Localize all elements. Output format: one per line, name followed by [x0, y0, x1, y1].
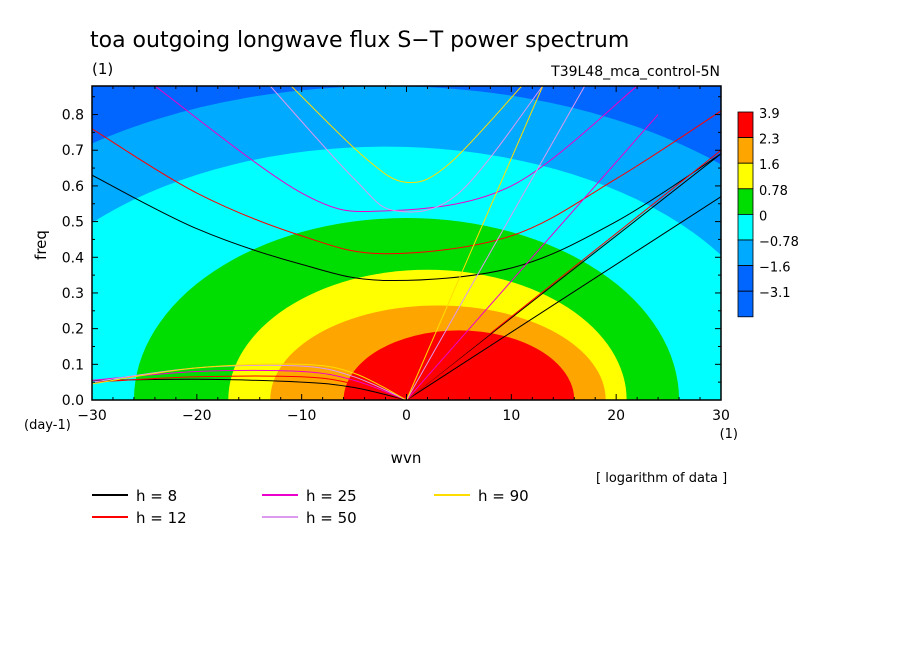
dispersion-curve-h25-rossby [92, 369, 407, 400]
dispersion-curve-h8-ig [92, 153, 721, 282]
legend-label: h = 50 [306, 509, 357, 527]
y-tick-label: 0.7 [62, 143, 84, 159]
y-tick-label: 0.4 [62, 250, 84, 266]
x-tick-label: 10 [502, 408, 520, 424]
y-tick-label: 0.1 [62, 357, 84, 373]
y-axis-unit: (day-1) [24, 418, 71, 433]
colorbar-swatch [737, 188, 754, 215]
dispersion-curve-h25-kelvin [406, 114, 659, 400]
dispersion-curve-h12-ig [92, 110, 721, 255]
y-tick-label: 0.3 [62, 286, 84, 302]
dispersion-curve-h50-kelvin [406, 86, 586, 400]
plot-area [92, 86, 721, 400]
colorbar-label: 3.9 [759, 107, 780, 122]
colorbar-swatch [737, 239, 754, 267]
x-axis-unit: (1) [720, 427, 738, 442]
colorbar-label: −3.1 [759, 286, 791, 301]
x-tick-label: 30 [712, 408, 730, 424]
colorbar-swatch [737, 265, 754, 292]
chart-subtitle-left: (1) [92, 60, 113, 78]
dispersion-curve-h8-kelvin [406, 196, 721, 400]
y-axis-label: freq [32, 230, 50, 260]
y-tick-label: 0.2 [62, 322, 84, 338]
y-tick-label: 0.8 [62, 108, 84, 124]
x-tick-label: 0 [402, 408, 411, 424]
y-tick-label: 0.6 [62, 179, 84, 195]
chart-title: toa outgoing longwave flux S−T power spe… [90, 28, 629, 53]
colorbar-swatch [737, 162, 754, 190]
run-label: T39L48_mca_control-5N [550, 64, 720, 80]
dispersion-curve-h8-rossby [92, 378, 407, 400]
dispersion-curve-h25-ig [154, 86, 638, 212]
dispersion-curve-h90-ig [290, 86, 523, 184]
x-tick-label: 20 [607, 408, 625, 424]
x-tick-label: −30 [77, 408, 107, 424]
colorbar-swatch [737, 111, 754, 139]
legend-label: h = 12 [136, 509, 187, 527]
y-tick-label: 0.5 [62, 215, 84, 231]
colorbar-swatch [737, 213, 754, 241]
dispersion-curve-h12-kelvin [406, 149, 721, 400]
dispersion-curve-h90-rossby [92, 363, 407, 400]
colorbar-swatch [737, 137, 754, 164]
colorbar-note: [ logarithm of data ] [596, 471, 727, 486]
colorbar-label: −0.78 [759, 235, 799, 250]
y-tick-label: 0.0 [62, 393, 84, 409]
x-tick-label: −20 [182, 408, 212, 424]
legend-label: h = 8 [136, 487, 177, 505]
colorbar-label: 0.78 [759, 184, 788, 199]
colorbar-label: 0 [759, 209, 767, 224]
legend-label: h = 25 [306, 487, 357, 505]
legend-label: h = 90 [478, 487, 529, 505]
dispersion-curve-h50-rossby [92, 364, 407, 400]
colorbar-swatch [737, 290, 754, 318]
colorbar-label: 1.6 [759, 158, 780, 173]
dispersion-curve-h12-rossby [92, 375, 407, 400]
x-axis-label: wvn [391, 449, 422, 467]
colorbar-label: 2.3 [759, 133, 780, 148]
dispersion-curve-h50-ig [269, 86, 544, 213]
contour-region-red [343, 330, 575, 400]
colorbar-label: −1.6 [759, 261, 791, 276]
dispersion-curve-h90-kelvin [406, 86, 544, 400]
x-tick-label: −10 [287, 408, 317, 424]
